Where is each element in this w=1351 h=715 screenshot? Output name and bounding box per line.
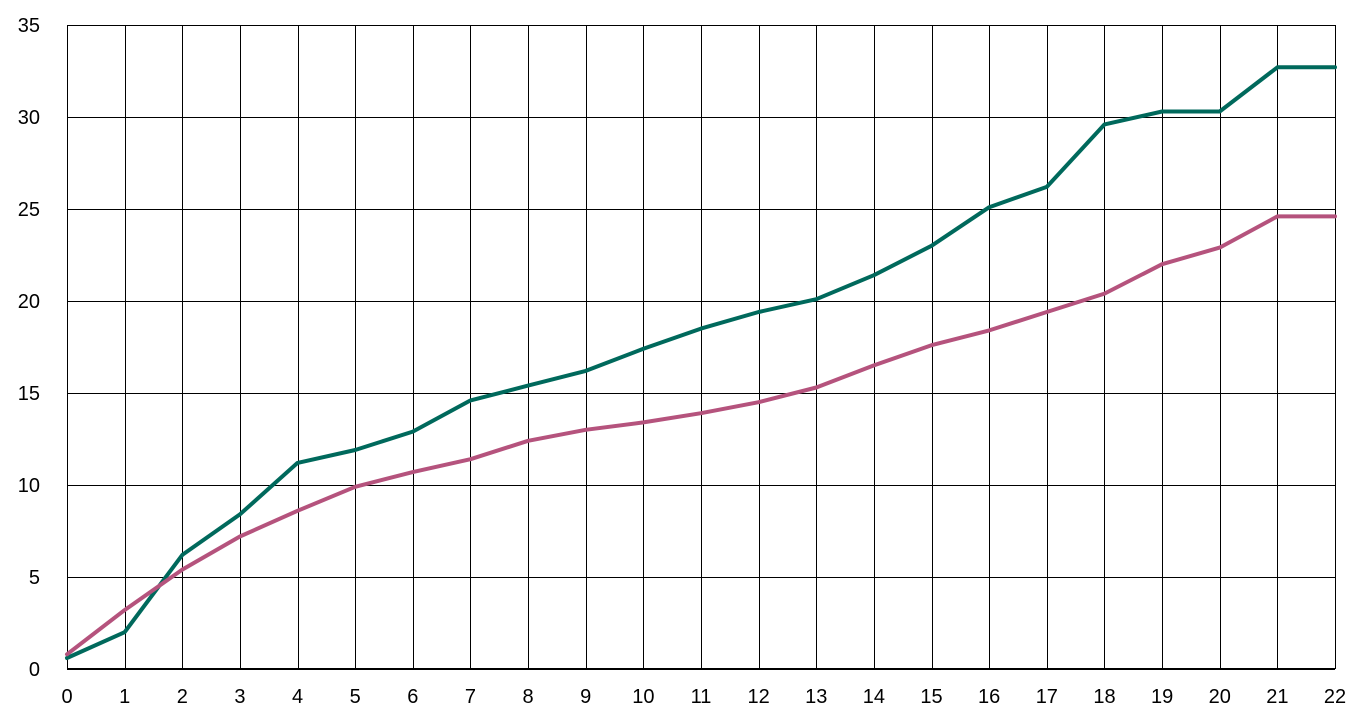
y-tick-label: 30 — [18, 107, 40, 129]
x-tick-label: 22 — [1324, 686, 1346, 708]
x-tick-label: 1 — [119, 686, 130, 708]
x-tick-label: 9 — [580, 686, 591, 708]
x-tick-label: 11 — [691, 686, 712, 708]
y-tick-label: 5 — [29, 567, 40, 589]
x-tick-label: 2 — [177, 686, 188, 708]
series-layer — [65, 65, 1337, 660]
x-tick-label: 8 — [523, 686, 534, 708]
x-tick-label: 5 — [350, 686, 361, 708]
x-tick-label: 0 — [61, 686, 72, 708]
x-tick-label: 3 — [234, 686, 245, 708]
y-tick-label: 20 — [18, 291, 40, 313]
y-tick-label: 0 — [29, 659, 40, 681]
x-tick-label: 15 — [920, 686, 942, 708]
x-tick-label: 21 — [1266, 686, 1288, 708]
grid — [67, 25, 1336, 670]
x-tick-label: 19 — [1151, 686, 1173, 708]
x-tick-label: 7 — [465, 686, 476, 708]
y-tick-label: 15 — [18, 383, 40, 405]
tick-labels: 0 1 2 3 4 5 6 7 8 9 10 11 12 13 14 15 16 17 18 19 20 21 220510… — [18, 15, 1346, 708]
x-tick-label: 4 — [292, 686, 303, 708]
x-tick-label: 14 — [863, 686, 885, 708]
x-tick-label: 6 — [407, 686, 418, 708]
y-tick-label: 25 — [18, 199, 40, 221]
x-tick-label: 17 — [1036, 686, 1058, 708]
y-tick-label: 10 — [18, 475, 40, 497]
x-tick-label: 18 — [1093, 686, 1115, 708]
x-tick-label: 13 — [805, 686, 827, 708]
x-tick-label: 12 — [748, 686, 770, 708]
x-tick-label: 10 — [632, 686, 654, 708]
y-tick-label: 35 — [18, 15, 40, 37]
x-tick-label: 16 — [978, 686, 1000, 708]
x-tick-label: 20 — [1209, 686, 1231, 708]
